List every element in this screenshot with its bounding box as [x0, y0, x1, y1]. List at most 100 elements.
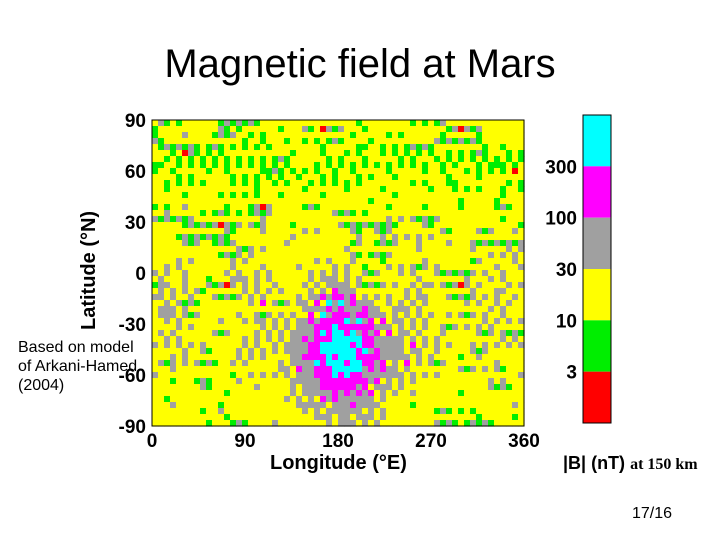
heatmap-cell — [332, 402, 339, 409]
heatmap-cell — [170, 120, 177, 127]
heatmap-cell — [248, 342, 255, 349]
heatmap-cell — [338, 162, 345, 169]
heatmap-cell — [518, 210, 525, 217]
heatmap-cell — [278, 270, 285, 277]
heatmap-cell — [200, 288, 207, 295]
heatmap-cell — [332, 252, 339, 259]
heatmap-cell — [314, 270, 321, 277]
heatmap-cell — [512, 366, 519, 373]
heatmap-cell — [464, 120, 471, 127]
heatmap-cell — [398, 342, 405, 349]
heatmap-cell — [206, 174, 213, 181]
heatmap-cell — [362, 276, 369, 283]
heatmap-cell — [176, 324, 183, 331]
heatmap-cell — [284, 210, 291, 217]
heatmap-cell — [152, 168, 159, 175]
heatmap-cell — [320, 390, 327, 397]
heatmap-cell — [386, 408, 393, 415]
heatmap-cell — [506, 396, 513, 403]
heatmap-cell — [308, 402, 315, 409]
heatmap-cell — [176, 390, 183, 397]
heatmap-cell — [506, 342, 513, 349]
heatmap-cell — [314, 390, 321, 397]
heatmap-cell — [332, 300, 339, 307]
heatmap-cell — [224, 144, 231, 151]
heatmap-cell — [506, 402, 513, 409]
heatmap-cell — [176, 210, 183, 217]
heatmap-cell — [314, 192, 321, 199]
heatmap-cell — [494, 378, 501, 385]
heatmap-cell — [476, 384, 483, 391]
heatmap-cell — [272, 384, 279, 391]
heatmap-cell — [260, 384, 267, 391]
heatmap-cell — [452, 252, 459, 259]
heatmap-cell — [326, 222, 333, 229]
heatmap-cell — [446, 408, 453, 415]
heatmap-cell — [368, 324, 375, 331]
heatmap-cell — [506, 126, 513, 133]
heatmap-cell — [440, 216, 447, 223]
heatmap-cell — [506, 198, 513, 205]
heatmap-cell — [506, 192, 513, 199]
heatmap-cell — [512, 234, 519, 241]
heatmap-cell — [386, 264, 393, 271]
heatmap-cell — [182, 318, 189, 325]
heatmap-cell — [236, 126, 243, 133]
heatmap-cell — [410, 132, 417, 139]
heatmap-cell — [236, 300, 243, 307]
heatmap-cell — [266, 168, 273, 175]
heatmap-cell — [170, 246, 177, 253]
heatmap-cell — [398, 240, 405, 247]
heatmap-cell — [236, 336, 243, 343]
heatmap-cell — [362, 288, 369, 295]
heatmap-cell — [476, 354, 483, 361]
heatmap-cell — [284, 156, 291, 163]
heatmap-cell — [434, 312, 441, 319]
heatmap-cell — [452, 378, 459, 385]
heatmap-cell — [506, 252, 513, 259]
heatmap-cell — [440, 330, 447, 337]
heatmap-cell — [260, 414, 267, 421]
heatmap-cell — [278, 342, 285, 349]
heatmap-cell — [458, 252, 465, 259]
heatmap-cell — [476, 390, 483, 397]
heatmap-cell — [158, 300, 165, 307]
heatmap-cell — [284, 222, 291, 229]
heatmap-cell — [350, 324, 357, 331]
heatmap-cell — [284, 174, 291, 181]
heatmap-cell — [170, 342, 177, 349]
heatmap-cell — [380, 288, 387, 295]
heatmap-cell — [206, 150, 213, 157]
heatmap-cell — [374, 324, 381, 331]
heatmap-cell — [476, 282, 483, 289]
heatmap-cell — [236, 348, 243, 355]
heatmap-cell — [446, 144, 453, 151]
heatmap-cell — [230, 204, 237, 211]
heatmap-cell — [416, 228, 423, 235]
heatmap-cell — [290, 204, 297, 211]
heatmap-cell — [206, 420, 213, 427]
heatmap-cell — [248, 228, 255, 235]
heatmap-cell — [194, 294, 201, 301]
heatmap-cell — [266, 126, 273, 133]
heatmap-cell — [494, 162, 501, 169]
heatmap-cell — [290, 180, 297, 187]
heatmap-cell — [242, 138, 249, 145]
heatmap-cell — [464, 342, 471, 349]
heatmap-cell — [248, 270, 255, 277]
heatmap-cell — [254, 360, 261, 367]
heatmap-cell — [458, 378, 465, 385]
heatmap-cell — [242, 162, 249, 169]
heatmap-cell — [218, 330, 225, 337]
heatmap-cell — [470, 312, 477, 319]
heatmap-cell — [284, 390, 291, 397]
heatmap-cell — [236, 258, 243, 265]
heatmap-cell — [518, 384, 525, 391]
heatmap-cell — [152, 402, 159, 409]
heatmap-cell — [476, 366, 483, 373]
heatmap-cell — [152, 306, 159, 313]
heatmap-cell — [218, 192, 225, 199]
heatmap-cell — [272, 186, 279, 193]
heatmap-cell — [224, 414, 231, 421]
